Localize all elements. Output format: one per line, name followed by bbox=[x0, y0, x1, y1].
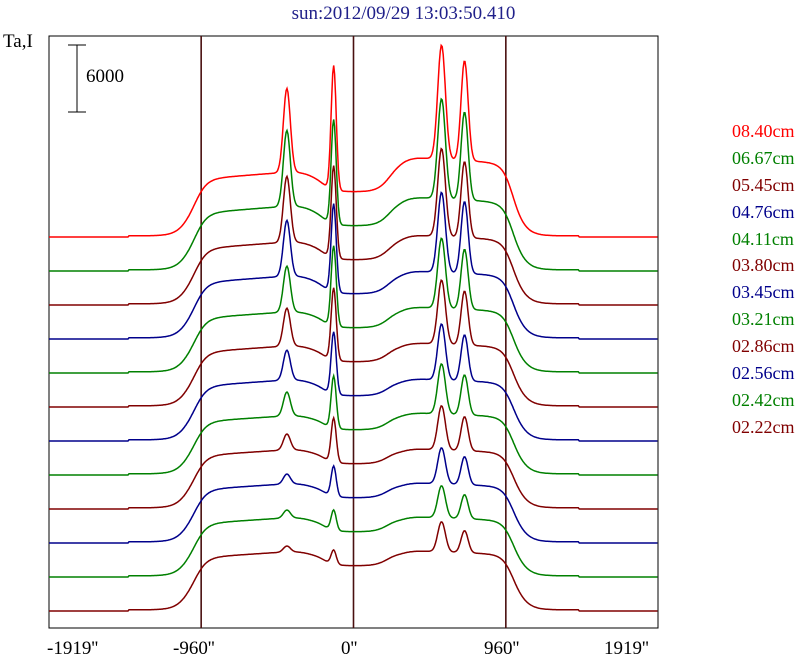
y-axis-label: Ta,I bbox=[3, 31, 33, 52]
legend-entry: 04.76cm bbox=[732, 201, 795, 222]
series-line-02.56cm bbox=[49, 446, 658, 544]
series-line-04.11cm bbox=[49, 237, 658, 374]
x-tick-label: 0'' bbox=[341, 638, 358, 659]
legend-entry: 03.80cm bbox=[732, 255, 795, 276]
series-line-05.45cm bbox=[49, 147, 658, 306]
legend-entry: 03.21cm bbox=[732, 309, 795, 330]
x-tick-label: -1919'' bbox=[47, 638, 99, 659]
scale-bar-label: 6000 bbox=[86, 66, 124, 87]
legend-entry: 04.11cm bbox=[732, 228, 794, 249]
legend-entry: 02.86cm bbox=[732, 336, 795, 357]
chart-title: sun:2012/09/29 13:03:50.410 bbox=[291, 3, 516, 24]
series-line-03.80cm bbox=[49, 278, 658, 408]
legend-entry: 06.67cm bbox=[732, 147, 795, 168]
legend-entry: 02.22cm bbox=[732, 416, 795, 437]
series-line-02.86cm bbox=[49, 404, 658, 510]
scale-bar bbox=[68, 44, 86, 113]
series-line-06.67cm bbox=[49, 97, 658, 272]
series-group bbox=[49, 43, 658, 612]
legend-entry: 02.56cm bbox=[732, 363, 795, 384]
x-tick-label: -960'' bbox=[173, 638, 215, 659]
series-line-03.21cm bbox=[49, 362, 658, 476]
series-line-02.42cm bbox=[49, 485, 658, 578]
series-line-08.40cm bbox=[49, 43, 658, 238]
legend-entry: 08.40cm bbox=[732, 121, 795, 141]
x-tick-label: 1919'' bbox=[604, 638, 649, 659]
legend-entry: 03.45cm bbox=[732, 282, 795, 303]
series-line-03.45cm bbox=[49, 322, 658, 442]
series-line-04.76cm bbox=[49, 191, 658, 340]
legend: 08.40cm 06.67cm 05.45cm 04.76cm 04.11cm 03.80… bbox=[732, 118, 795, 441]
legend-entry: 02.42cm bbox=[732, 389, 795, 410]
x-tick-label: 960'' bbox=[484, 638, 520, 659]
series-line-02.22cm bbox=[49, 521, 658, 612]
legend-entry: 05.45cm bbox=[732, 174, 795, 195]
